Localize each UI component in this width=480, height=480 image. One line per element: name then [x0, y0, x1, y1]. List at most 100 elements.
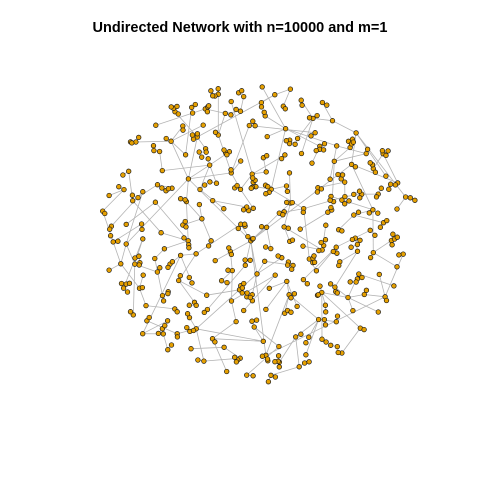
network-node [155, 330, 162, 337]
network-node [199, 154, 205, 160]
network-node [323, 309, 329, 315]
network-edge [170, 124, 204, 142]
network-node [242, 257, 248, 263]
network-node [334, 290, 340, 296]
network-node [306, 359, 312, 365]
network-node [182, 197, 188, 203]
network-node [185, 176, 192, 182]
network-node [325, 209, 331, 215]
network-node [127, 309, 134, 315]
network-node [106, 267, 112, 273]
network-node [212, 257, 218, 264]
network-node [161, 246, 168, 252]
network-node [334, 343, 340, 350]
network-node [328, 204, 334, 211]
edge-layer [102, 86, 416, 382]
plot-title: Undirected Network with n=10000 and m=1 [92, 20, 388, 36]
network-edge [265, 281, 288, 310]
network-node [143, 302, 149, 309]
network-node [299, 102, 305, 108]
network-node [317, 283, 323, 289]
network-edge [332, 120, 357, 134]
network-node [319, 99, 326, 106]
network-node [162, 322, 168, 329]
network-node [376, 271, 382, 278]
network-node [347, 279, 353, 285]
network-node [233, 106, 239, 113]
network-node [385, 148, 391, 154]
network-edge [339, 250, 358, 263]
network-node [260, 338, 266, 344]
network-node [218, 278, 225, 284]
network-edge [159, 151, 163, 171]
network-edge [125, 178, 189, 245]
network-node [327, 197, 333, 203]
network-node [182, 152, 189, 158]
network-node [140, 236, 146, 242]
network-node [130, 198, 136, 204]
network-node [370, 207, 376, 213]
network-node [370, 249, 376, 256]
network-node [315, 316, 322, 323]
network-node [339, 197, 345, 203]
network-node [197, 186, 203, 193]
network-node [339, 172, 346, 178]
network-node [284, 262, 291, 268]
network-node [412, 197, 418, 203]
network-node [182, 218, 188, 225]
network-node [205, 156, 211, 162]
network-node [272, 374, 279, 380]
network-node [303, 340, 309, 346]
network-node [351, 212, 357, 218]
network-edge [321, 292, 349, 298]
network-node [350, 139, 357, 145]
network-node [115, 238, 121, 244]
network-edge [120, 263, 140, 289]
network-edge [102, 189, 125, 212]
network-node [261, 109, 267, 115]
network-edge [188, 136, 198, 179]
network-node [205, 243, 212, 249]
network-node [189, 132, 196, 138]
network-node [221, 206, 227, 212]
network-edge [378, 274, 386, 297]
network-edge [231, 270, 233, 302]
network-node [331, 158, 337, 164]
network-edge [341, 327, 361, 354]
network-edge [251, 273, 258, 295]
network-node [300, 209, 306, 215]
network-node [124, 289, 131, 295]
network-node [120, 285, 127, 291]
network-edge [207, 265, 246, 310]
network-edge [264, 115, 286, 130]
network-edge [231, 300, 237, 322]
network-node [186, 302, 192, 308]
network-edge [223, 346, 241, 359]
network-node [241, 93, 247, 100]
network-node [221, 147, 227, 153]
network-node [300, 276, 307, 283]
network-edge [215, 240, 251, 261]
network-node [207, 179, 213, 185]
network-node [204, 292, 210, 298]
network-node [177, 252, 184, 259]
network-edge [195, 328, 205, 362]
network-node [224, 279, 230, 286]
network-edge [154, 258, 163, 296]
network-node [282, 106, 288, 112]
network-node [203, 149, 209, 155]
network-edge [230, 125, 250, 174]
network-node [192, 101, 198, 108]
network-edge [170, 141, 189, 180]
network-edge [334, 286, 349, 298]
network-node [384, 217, 390, 224]
network-node [263, 191, 269, 197]
network-edge [195, 273, 258, 330]
network-node [282, 126, 289, 132]
network-edge [162, 333, 169, 350]
network-node [107, 226, 113, 232]
network-node [394, 234, 400, 240]
network-node [286, 170, 293, 176]
network-node [272, 359, 278, 365]
network-node [118, 261, 124, 267]
